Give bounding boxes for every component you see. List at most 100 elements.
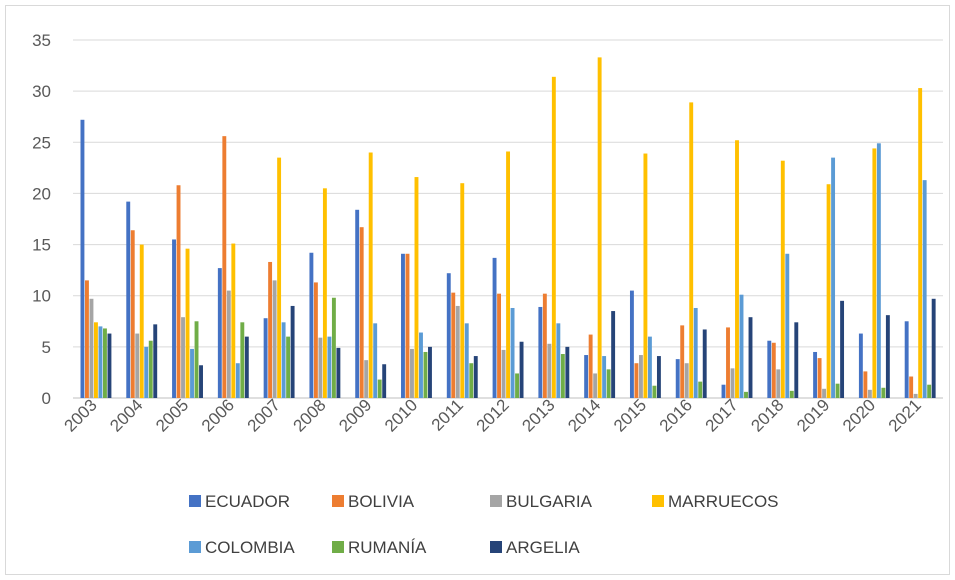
bar-argelia-2021: [931, 298, 936, 398]
bar-argelia-2005: [199, 365, 203, 398]
bar-argelia-2008: [336, 347, 341, 398]
bar-bulgaria-2009: [364, 360, 369, 398]
y-tick-label: 30: [32, 82, 51, 101]
bar-bulgaria-2006: [226, 290, 231, 398]
legend-label-bolivia: BOLIVIA: [348, 492, 415, 511]
bar-rumanía-2006: [240, 322, 245, 398]
x-tick-label: 2003: [61, 395, 101, 435]
bar-bolivia-2005: [176, 185, 181, 398]
bar-marruecos-2013: [551, 76, 556, 398]
x-tick-label: 2004: [106, 395, 146, 435]
bar-argelia-2018: [794, 322, 799, 398]
bar-marruecos-2008: [322, 188, 327, 398]
x-tick-label: 2006: [198, 395, 238, 435]
x-tick-label: 2020: [839, 395, 879, 435]
legend-label-rumanía: RUMANÍA: [348, 538, 427, 557]
x-tick-label: 2021: [885, 395, 925, 435]
bar-marruecos-2021: [918, 88, 923, 399]
bar-bolivia-2008: [313, 282, 318, 398]
bar-ecuador-2017: [721, 384, 726, 398]
bar-bulgaria-2007: [272, 280, 277, 398]
legend-label-bulgaria: BULGARIA: [506, 492, 593, 511]
bar-bolivia-2011: [451, 292, 456, 398]
y-tick-label: 20: [32, 184, 51, 203]
bar-colombia-2003: [98, 326, 103, 398]
bar-bolivia-2009: [359, 227, 364, 398]
x-tick-label: 2017: [702, 395, 742, 435]
bar-colombia-2017: [739, 294, 744, 398]
x-tick-label: 2005: [152, 395, 192, 435]
bar-bolivia-2006: [222, 136, 227, 399]
x-tick-label: 2010: [381, 395, 421, 435]
bar-argelia-2012: [519, 341, 524, 398]
bar-marruecos-2007: [277, 157, 282, 398]
bar-rumanía-2020: [881, 387, 886, 398]
bar-bolivia-2013: [542, 293, 547, 398]
x-axis-ticks: 2003 2004 2005 2006 2007 2008 2009 2010 2011 2012…: [61, 395, 925, 435]
x-tick-label: 2013: [518, 395, 558, 435]
bar-marruecos-2009: [368, 152, 373, 398]
bar-colombia-2011: [464, 323, 469, 398]
bar-argelia-2003: [107, 333, 112, 398]
bar-rumanía-2021: [927, 384, 932, 398]
bar-bolivia-2020: [863, 371, 868, 398]
bar-ecuador-2010: [401, 253, 405, 398]
bar-marruecos-2010: [414, 177, 419, 398]
bar-bulgaria-2004: [135, 333, 140, 398]
bar-marruecos-2019: [826, 184, 831, 398]
bar-colombia-2006: [235, 363, 240, 398]
legend-label-argelia: ARGELIA: [506, 538, 580, 557]
bar-colombia-2013: [556, 323, 561, 398]
x-tick-label: 2007: [244, 395, 284, 435]
bar-rumanía-2008: [331, 297, 336, 398]
bar-bolivia-2015: [634, 363, 639, 398]
x-tick-label: 2019: [793, 395, 833, 435]
legend-swatch-colombia: [189, 541, 201, 553]
bar-colombia-2014: [602, 356, 607, 398]
bar-bolivia-2012: [497, 293, 502, 398]
bar-ecuador-2005: [172, 239, 176, 398]
bar-bulgaria-2013: [547, 343, 552, 398]
bar-ecuador-2004: [126, 201, 131, 398]
bar-ecuador-2021: [904, 321, 909, 398]
bar-rumanía-2019: [835, 383, 840, 398]
y-tick-label: 25: [32, 133, 51, 152]
bar-colombia-2008: [327, 336, 332, 398]
x-tick-label: 2009: [335, 395, 375, 435]
bar-marruecos-2012: [506, 151, 511, 398]
bar-bulgaria-2014: [593, 373, 598, 398]
bar-ecuador-2016: [675, 359, 680, 398]
x-tick-label: 2014: [564, 395, 604, 435]
bar-rumanía-2011: [469, 363, 474, 398]
x-tick-label: 2018: [747, 395, 787, 435]
bar-bolivia-2018: [771, 342, 776, 398]
bar-argelia-2006: [244, 336, 249, 398]
bar-marruecos-2014: [597, 57, 602, 398]
bar-marruecos-2011: [460, 183, 465, 398]
bar-colombia-2005: [190, 348, 194, 398]
bar-rumanía-2014: [606, 369, 611, 398]
bar-colombia-2009: [373, 323, 378, 398]
x-tick-label: 2012: [473, 395, 513, 435]
bar-rumanía-2003: [103, 328, 107, 398]
bar-colombia-2020: [876, 143, 881, 398]
bar-argelia-2016: [702, 329, 707, 398]
bar-colombia-2010: [419, 332, 423, 398]
y-tick-label: 5: [42, 338, 51, 357]
bar-argelia-2019: [840, 300, 845, 398]
x-tick-label: 2008: [289, 395, 329, 435]
bar-bulgaria-2017: [730, 368, 735, 398]
bar-argelia-2020: [885, 315, 890, 398]
bar-ecuador-2007: [263, 318, 268, 398]
bar-bulgaria-2019: [822, 388, 827, 398]
bar-ecuador-2019: [813, 351, 818, 398]
bar-ecuador-2012: [492, 257, 497, 398]
bar-marruecos-2004: [139, 244, 144, 398]
bar-bolivia-2014: [588, 334, 593, 398]
bar-ecuador-2009: [355, 209, 360, 398]
bar-bulgaria-2015: [638, 355, 643, 398]
y-tick-label: 0: [42, 389, 51, 408]
bar-bulgaria-2018: [776, 369, 781, 398]
legend-label-marruecos: MARRUECOS: [668, 492, 779, 511]
